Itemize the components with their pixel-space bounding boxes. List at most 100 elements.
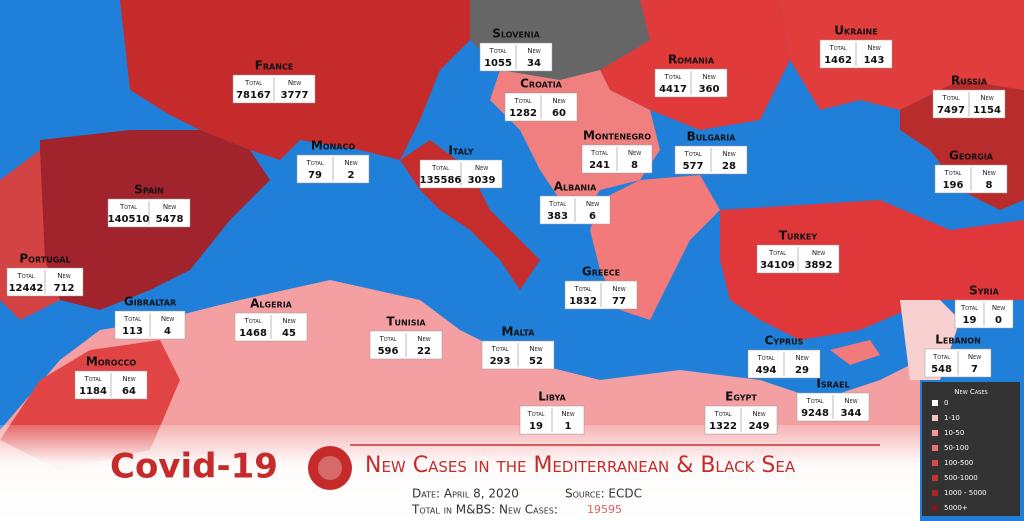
new-value: 3039 bbox=[468, 175, 496, 186]
country-label: France Total New 78167 3777 bbox=[232, 59, 316, 104]
total-value: 79 bbox=[308, 170, 322, 181]
legend-title: New Cases bbox=[954, 388, 987, 396]
country-label: Algeria Total New 1468 45 bbox=[234, 297, 308, 342]
total-value: 78167 bbox=[236, 90, 271, 101]
country-label: Syria Total New 19 0 bbox=[954, 284, 1014, 329]
country-name: Ukraine bbox=[834, 24, 877, 38]
total-value: 19 bbox=[963, 315, 977, 326]
new-value: 45 bbox=[282, 328, 296, 339]
total-header: Total bbox=[378, 335, 396, 343]
country-name: Portugal bbox=[19, 252, 70, 266]
country-name: Libya bbox=[538, 390, 566, 404]
total-header: Total bbox=[683, 150, 701, 158]
country-name: Cyprus bbox=[765, 334, 804, 348]
total-label: Total in M&BS: New Cases: bbox=[411, 503, 558, 517]
legend-swatch bbox=[932, 460, 938, 466]
new-value: 3777 bbox=[281, 90, 309, 101]
country-label: Greece Total New 1832 77 bbox=[564, 265, 638, 310]
legend-swatch bbox=[932, 400, 938, 406]
total-value: 19595 bbox=[587, 503, 622, 516]
country-label: Montenegro Total New 241 8 bbox=[581, 129, 653, 174]
country-name: Romania bbox=[668, 53, 715, 67]
legend-swatch bbox=[932, 415, 938, 421]
new-value: 249 bbox=[749, 421, 770, 432]
total-value: 1322 bbox=[709, 421, 737, 432]
new-value: 344 bbox=[841, 408, 862, 419]
country-name: Lebanon bbox=[935, 333, 981, 347]
new-header: New bbox=[288, 79, 301, 87]
legend-label: 100-500 bbox=[944, 459, 973, 467]
total-value: 1184 bbox=[79, 386, 107, 397]
country-name: Italy bbox=[448, 144, 473, 158]
new-header: New bbox=[844, 397, 857, 405]
land-cyprus bbox=[830, 340, 880, 365]
total-value: 1468 bbox=[239, 328, 267, 339]
new-value: 52 bbox=[529, 356, 543, 367]
legend-swatch bbox=[932, 475, 938, 481]
total-header: Total bbox=[244, 79, 262, 87]
new-value: 22 bbox=[417, 346, 431, 357]
legend-label: 10-50 bbox=[944, 429, 964, 437]
new-header: New bbox=[702, 73, 715, 81]
new-value: 0 bbox=[995, 315, 1002, 326]
new-value: 2 bbox=[348, 170, 355, 181]
country-label: Malta Total New 293 52 bbox=[481, 325, 555, 370]
legend-swatch bbox=[932, 505, 938, 511]
total-header: Total bbox=[805, 397, 823, 405]
new-value: 29 bbox=[795, 365, 809, 376]
new-header: New bbox=[344, 159, 357, 167]
new-header: New bbox=[795, 354, 808, 362]
country-name: Montenegro bbox=[583, 129, 651, 143]
total-header: Total bbox=[943, 169, 961, 177]
new-value: 143 bbox=[864, 55, 885, 66]
total-header: Total bbox=[123, 315, 141, 323]
country-label: Turkey Total New 34109 3892 bbox=[756, 229, 840, 274]
country-name: Greece bbox=[582, 265, 620, 279]
total-header: Total bbox=[960, 304, 978, 312]
legend-swatch bbox=[932, 445, 938, 451]
total-header: Total bbox=[941, 94, 959, 102]
new-value: 8 bbox=[631, 160, 638, 171]
new-header: New bbox=[752, 410, 765, 418]
new-header: New bbox=[722, 150, 735, 158]
total-header: Total bbox=[119, 203, 137, 211]
country-name: Bulgaria bbox=[687, 130, 737, 144]
virus-core bbox=[318, 456, 342, 480]
total-value: 4417 bbox=[659, 84, 687, 95]
country-name: Croatia bbox=[520, 77, 563, 91]
total-header: Total bbox=[573, 285, 591, 293]
new-value: 360 bbox=[699, 84, 720, 95]
legend-box bbox=[922, 382, 1020, 516]
total-header: Total bbox=[83, 375, 101, 383]
new-header: New bbox=[968, 353, 981, 361]
banner bbox=[0, 425, 920, 521]
new-value: 712 bbox=[54, 283, 75, 294]
title: Covid-19 bbox=[110, 447, 278, 487]
land-turkey bbox=[720, 200, 1024, 340]
total-value: 140510 bbox=[108, 214, 150, 225]
total-header: Total bbox=[713, 410, 731, 418]
total-header: Total bbox=[488, 47, 506, 55]
total-value: 241 bbox=[589, 160, 610, 171]
land-romania bbox=[600, 0, 790, 130]
legend-swatch bbox=[932, 430, 938, 436]
country-label: Portugal Total New 12442 712 bbox=[6, 252, 84, 297]
new-value: 5478 bbox=[156, 214, 184, 225]
new-value: 4 bbox=[164, 326, 171, 337]
new-value: 6 bbox=[589, 211, 596, 222]
new-header: New bbox=[586, 200, 599, 208]
total-header: Total bbox=[16, 272, 34, 280]
new-header: New bbox=[163, 203, 176, 211]
country-label: Slovenia Total New 1055 34 bbox=[479, 27, 553, 72]
new-value: 77 bbox=[612, 296, 626, 307]
new-header: New bbox=[161, 315, 174, 323]
total-header: Total bbox=[431, 164, 449, 172]
legend-label: 50-100 bbox=[944, 444, 969, 452]
country-name: Gibraltar bbox=[124, 295, 176, 309]
total-header: Total bbox=[590, 149, 608, 157]
legend-label: 1-10 bbox=[944, 414, 960, 422]
legend-label: 1000 - 5000 bbox=[944, 489, 987, 497]
new-header: New bbox=[867, 44, 880, 52]
country-name: Georgia bbox=[949, 149, 994, 163]
